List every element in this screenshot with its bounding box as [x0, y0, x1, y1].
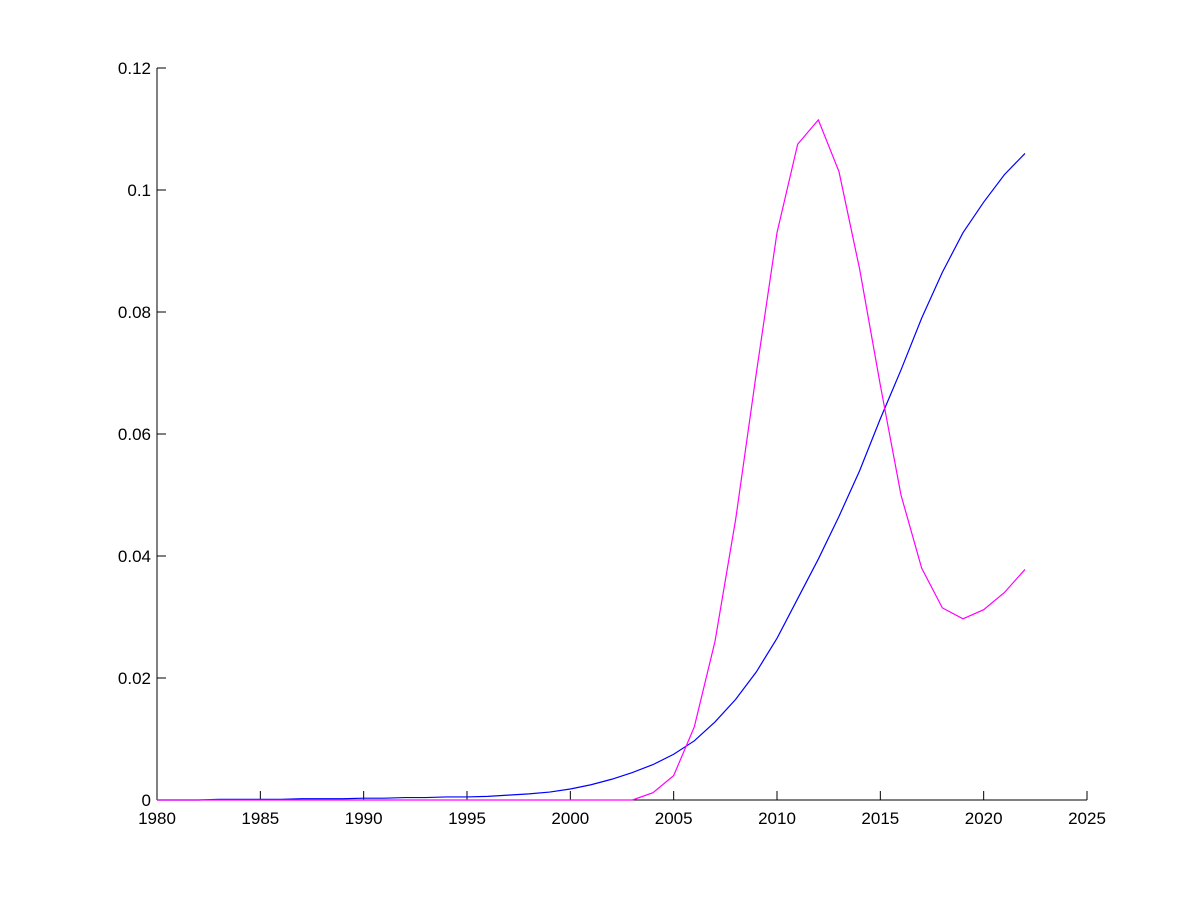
y-tick-label: 0.02 — [118, 669, 151, 688]
x-tick-label: 2020 — [965, 809, 1003, 828]
x-tick-label: 2025 — [1068, 809, 1106, 828]
y-tick-label: 0.1 — [127, 181, 151, 200]
y-tick-label: 0 — [142, 791, 151, 810]
x-tick-label: 2000 — [551, 809, 589, 828]
x-tick-label: 1990 — [345, 809, 383, 828]
x-tick-label: 2015 — [861, 809, 899, 828]
x-tick-label: 1995 — [448, 809, 486, 828]
line-series — [157, 152, 1026, 801]
x-tick-label: 2005 — [655, 809, 693, 828]
x-tick-label: 2010 — [758, 809, 796, 828]
x-tick-label: 1985 — [241, 809, 279, 828]
x-tick-label: 1980 — [138, 809, 176, 828]
y-tick-label: 0.06 — [118, 425, 151, 444]
y-tick-label: 0.04 — [118, 547, 151, 566]
y-tick-label: 0.08 — [118, 303, 151, 322]
line-series — [157, 118, 1026, 801]
y-tick-label: 0.12 — [118, 59, 151, 78]
